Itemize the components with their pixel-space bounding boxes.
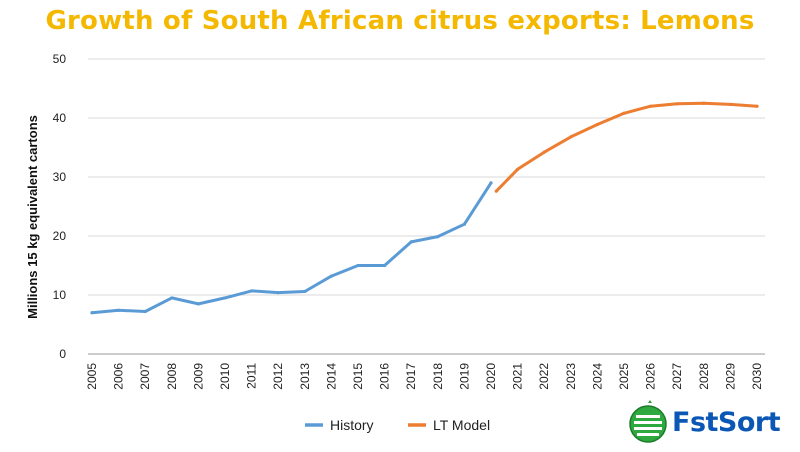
data-point bbox=[728, 102, 733, 107]
x-tick-label: 2005 bbox=[85, 363, 99, 390]
y-axis-label: Millions 15 kg equivalent cartons bbox=[25, 115, 40, 319]
data-point bbox=[675, 102, 679, 106]
data-point bbox=[383, 263, 387, 268]
data-point bbox=[702, 101, 706, 105]
data-point bbox=[542, 150, 546, 154]
x-tick-label: 2008 bbox=[165, 363, 179, 390]
data-point bbox=[462, 222, 466, 226]
x-tick-label: 2025 bbox=[617, 363, 631, 390]
x-tick-label: 2026 bbox=[644, 363, 658, 390]
data-point bbox=[276, 291, 280, 295]
data-point bbox=[329, 274, 333, 278]
x-tick-label: 2029 bbox=[723, 363, 737, 390]
data-point bbox=[569, 135, 573, 139]
data-point bbox=[755, 104, 759, 108]
legend-label: History bbox=[330, 417, 374, 433]
y-tick-label: 20 bbox=[53, 229, 67, 243]
data-point bbox=[649, 104, 653, 108]
series-line-lt-model bbox=[494, 101, 759, 193]
data-point bbox=[409, 240, 413, 244]
x-tick-label: 2021 bbox=[511, 363, 525, 390]
x-tick-label: 2017 bbox=[404, 363, 418, 390]
data-point bbox=[117, 308, 121, 312]
y-tick-label: 30 bbox=[53, 170, 67, 184]
x-tick-label: 2024 bbox=[590, 363, 604, 390]
series-lines bbox=[90, 101, 759, 315]
x-tick-label: 2027 bbox=[670, 363, 684, 390]
x-tick-label: 2014 bbox=[324, 363, 338, 390]
x-tick-label: 2015 bbox=[351, 363, 365, 390]
y-tick-label: 10 bbox=[53, 288, 67, 302]
data-point bbox=[303, 289, 307, 294]
x-tick-label: 2018 bbox=[431, 363, 445, 390]
data-point bbox=[170, 296, 174, 300]
data-point bbox=[489, 181, 493, 185]
series-line-history bbox=[90, 181, 493, 315]
chart-title: Growth of South African citrus exports: … bbox=[45, 6, 755, 36]
logo-text: FstSort bbox=[672, 406, 781, 438]
x-tick-label: 2030 bbox=[750, 363, 764, 390]
legend: History LT Model bbox=[305, 417, 490, 433]
data-point bbox=[250, 289, 254, 293]
data-point bbox=[595, 122, 600, 127]
y-tick-label: 0 bbox=[59, 347, 66, 361]
data-point bbox=[223, 296, 227, 300]
x-tick-label: 2028 bbox=[697, 363, 711, 390]
x-tick-label: 2010 bbox=[218, 363, 232, 390]
data-point bbox=[516, 167, 520, 171]
x-tick-label: 2023 bbox=[564, 363, 578, 390]
legend-label: LT Model bbox=[433, 417, 490, 433]
y-tick-label: 50 bbox=[53, 52, 67, 66]
data-point bbox=[494, 189, 498, 193]
data-point bbox=[143, 309, 147, 314]
x-tick-label: 2006 bbox=[112, 363, 126, 390]
x-tick-label: 2009 bbox=[191, 363, 205, 390]
y-tick-labels: 0 10 20 30 40 50 bbox=[53, 52, 67, 361]
x-tick-label: 2007 bbox=[138, 363, 152, 390]
fstsort-logo: FstSort bbox=[628, 398, 781, 446]
x-tick-label: 2019 bbox=[457, 363, 471, 390]
data-point bbox=[622, 111, 626, 115]
data-point bbox=[196, 302, 200, 306]
data-point bbox=[90, 311, 94, 315]
globe-icon bbox=[629, 400, 667, 443]
x-tick-label: 2022 bbox=[537, 363, 551, 390]
data-point bbox=[356, 263, 360, 268]
x-tick-label: 2011 bbox=[245, 363, 259, 389]
x-tick-labels: 2005 2006 2007 2008 2009 2010 2011 2012 2013 2014… bbox=[85, 363, 764, 390]
gridlines bbox=[88, 58, 765, 355]
x-tick-label: 2013 bbox=[298, 363, 312, 390]
x-tick-label: 2020 bbox=[484, 363, 498, 390]
x-tick-label: 2012 bbox=[271, 363, 285, 390]
x-tick-label: 2016 bbox=[378, 363, 392, 390]
data-point bbox=[436, 234, 440, 239]
y-tick-label: 40 bbox=[53, 111, 67, 125]
